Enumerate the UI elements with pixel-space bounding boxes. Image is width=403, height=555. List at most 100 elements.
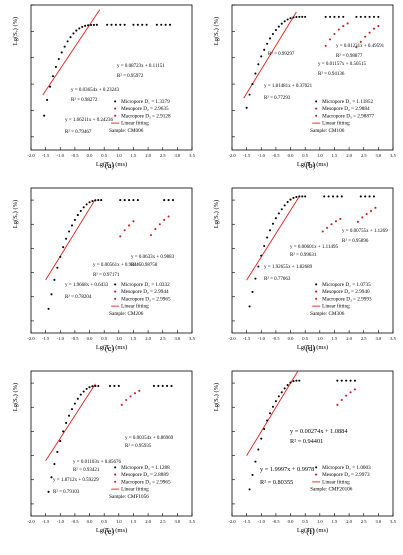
legend-entry: Macropore D₃ = 2.9965 [121, 479, 171, 485]
data-point [353, 388, 356, 391]
x-tick-label: 0.5 [101, 153, 107, 158]
data-point [295, 379, 298, 382]
data-point [304, 195, 307, 198]
legend-entry: Linear fitting [121, 303, 149, 310]
data-point [79, 393, 82, 396]
data-point [97, 384, 100, 388]
sample-label: Sample: CM106 [310, 128, 345, 134]
x-tick-label: 2.5 [160, 519, 166, 524]
data-point [372, 15, 376, 18]
annotation: y = 0.0633x + 0.9883 [131, 255, 175, 260]
legend-entry: Micropore D₁ = 1.0332 [121, 282, 170, 288]
data-point [345, 379, 348, 382]
x-tick-label: -0.5 [71, 519, 79, 524]
data-point [170, 384, 173, 388]
data-point [119, 199, 122, 202]
x-tick-label: 0.5 [302, 519, 308, 524]
panel-label: (a) [105, 160, 115, 170]
data-point [48, 85, 52, 88]
data-point [47, 490, 50, 493]
data-point [292, 380, 295, 383]
data-point [266, 236, 269, 239]
x-tick-label: 3.5 [390, 336, 396, 341]
legend-entry: Linear fitting [121, 486, 149, 493]
x-tick-label: 2.0 [346, 519, 352, 524]
data-point [289, 17, 292, 20]
legend-entry: Mesopore D₂ = 2.9635 [121, 106, 169, 112]
x-tick-label: 1.5 [332, 153, 338, 158]
x-tick-label: 0.0 [87, 519, 93, 524]
data-point [254, 460, 257, 463]
linear-fit-line [45, 383, 96, 462]
annotation: y = 1.92655x + 1.82689 [264, 265, 313, 270]
x-tick-label: 0.5 [302, 153, 308, 158]
annotation: y = 0.03654x + 0.23243 [71, 88, 120, 93]
data-point [95, 23, 98, 26]
x-tick-label: 3.0 [375, 336, 381, 341]
data-point [51, 75, 55, 78]
data-point [88, 201, 91, 204]
data-point [50, 476, 53, 479]
x-tick-label: 0.0 [87, 153, 93, 158]
annotation: y = 1.66211x + 0.24236 [65, 118, 113, 123]
chart-panel-c: -2.0 -1.5 -1.0 -0.5 0.0 0.5 1.0 1.5 2.0 2.5 3.0 3.5… [12, 187, 196, 353]
data-point [324, 15, 327, 18]
data-point [97, 199, 100, 202]
data-point [359, 195, 362, 198]
data-point [274, 28, 277, 32]
data-point [114, 23, 117, 26]
data-point [136, 199, 139, 202]
panel-label: (f) [306, 526, 315, 536]
data-point [372, 195, 376, 198]
data-point [280, 391, 283, 394]
data-point [301, 15, 304, 18]
data-point [149, 234, 153, 237]
linear-fit-line [45, 198, 96, 281]
annotation: y = 0.01103x + 0.85676 [73, 460, 121, 465]
x-tick-label: 0.0 [288, 153, 294, 158]
annotation: y = 1.8712x + 0.59229 [53, 478, 99, 483]
x-tick-label: -1.0 [258, 519, 266, 524]
x-axis-label: Lg(T₂) (ms) [297, 344, 328, 351]
data-point [266, 419, 269, 422]
data-point [372, 27, 376, 30]
data-point [154, 228, 157, 231]
annotation: R² = 0.98272 [71, 97, 98, 103]
x-tick-label: -1.0 [258, 153, 266, 158]
data-point [260, 437, 263, 440]
data-point [113, 384, 116, 388]
legend-entry: Mesopore D₂ = 2.9973 [322, 472, 370, 478]
data-point [342, 15, 345, 18]
legend-entry: Micropore D₁ = 1.0003 [322, 465, 371, 471]
x-tick-label: 2.0 [346, 153, 352, 158]
legend-marker [114, 466, 117, 469]
data-point [59, 440, 62, 443]
data-point [251, 290, 254, 293]
data-point [266, 42, 269, 45]
data-point [298, 15, 301, 18]
data-point [91, 200, 94, 203]
data-point [286, 383, 289, 387]
data-point [342, 25, 345, 28]
legend-entry: Mesopore D₂ = 2.8889 [121, 472, 169, 478]
legend-marker [114, 114, 117, 117]
data-point [84, 24, 87, 27]
x-axis-label: Lg(T₂) (ms) [96, 161, 127, 168]
annotation: R² = 0.78204 [65, 294, 92, 300]
x-tick-label: 1.0 [116, 336, 122, 341]
x-tick-label: 0.0 [288, 519, 294, 524]
plot-frame [30, 4, 193, 151]
data-point [257, 265, 260, 268]
data-point [152, 384, 155, 388]
chart-panel-f: -2.0 -1.5 -1.0 -0.5 0.0 0.5 1.0 1.5 2.0 2.5 3.0 3.5… [213, 370, 397, 536]
data-point [54, 65, 57, 69]
y-axis-label: Lg(Sᵥ) (%) [213, 17, 220, 45]
data-point [145, 23, 148, 26]
x-tick-label: -1.0 [57, 153, 65, 158]
x-axis-label: Lg(T₂) (ms) [297, 527, 328, 534]
data-point [292, 16, 295, 19]
data-point [321, 230, 324, 233]
data-point [289, 198, 292, 201]
data-point [129, 395, 132, 398]
annotation: R² = 0.99297 [268, 51, 295, 57]
